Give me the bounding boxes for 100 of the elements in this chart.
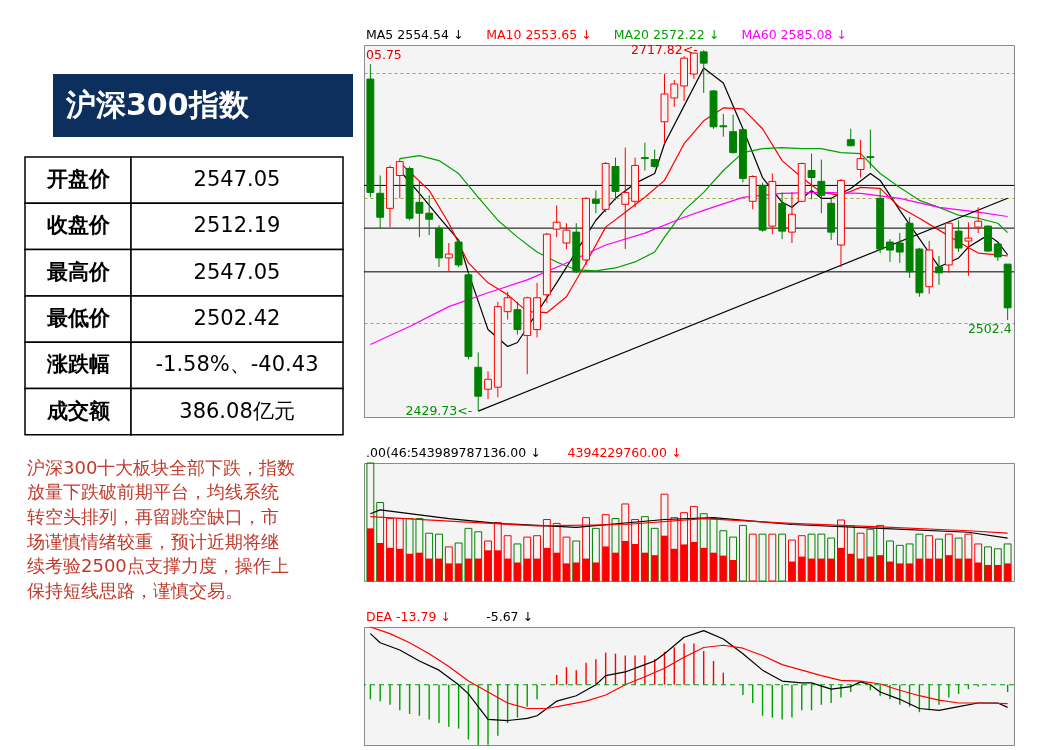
- category-label: 收盘价: [46, 213, 111, 238]
- candlestick: [974, 206, 983, 234]
- candlestick: [591, 189, 600, 214]
- bar: [866, 556, 874, 581]
- bar: [876, 555, 884, 581]
- bar: [513, 543, 522, 582]
- candlestick: [444, 242, 453, 273]
- candlestick: [807, 153, 816, 200]
- text: 转空头排列，再留跳空缺口，市: [27, 506, 279, 527]
- bar: [611, 518, 620, 582]
- category-label: 开盘价: [45, 167, 111, 192]
- category-label: 成交额: [45, 398, 111, 423]
- candlestick: [935, 255, 943, 286]
- category-label: 最低价: [45, 306, 111, 331]
- text: 沪深300指数: [65, 87, 250, 122]
- text: 2547.05: [193, 167, 281, 192]
- text: MA20 2572.22 ↓: [613, 27, 720, 42]
- bar: [896, 563, 904, 581]
- text: 放量下跌破前期平台，均线系统: [27, 481, 279, 503]
- bar: [435, 533, 443, 582]
- bar: [895, 544, 904, 582]
- candlestick: [954, 219, 963, 253]
- text: 4394229760.00 ↓: [567, 445, 682, 460]
- bar: [729, 560, 737, 581]
- bar: [406, 553, 414, 581]
- candlestick: [425, 194, 434, 236]
- bar: [729, 536, 738, 582]
- bar: [935, 538, 943, 582]
- bar: [993, 548, 1002, 582]
- bar: [1004, 563, 1012, 581]
- bar: [376, 543, 384, 581]
- text: 保持短线思路，谨慎交易。: [27, 579, 243, 601]
- annotation: 2717.82<-: [631, 42, 698, 58]
- text: 续考验2500点支撑力度，操作上: [27, 555, 289, 577]
- bar: [425, 558, 433, 581]
- annotation: 2502.4: [967, 321, 1012, 337]
- text: -1.58%、-40.43: [155, 352, 319, 377]
- bar: [710, 552, 717, 581]
- annotation: 2429.73<-: [405, 403, 473, 419]
- bar: [984, 546, 992, 582]
- bar: [425, 532, 434, 582]
- bar: [954, 537, 963, 582]
- text: -5.67 ↓: [486, 609, 533, 624]
- candlestick: [484, 370, 492, 400]
- candlestick: [886, 238, 894, 263]
- candlestick: [650, 149, 659, 169]
- bar: [886, 540, 894, 582]
- bar: [651, 555, 659, 581]
- bar: [415, 552, 423, 581]
- bar: [474, 558, 482, 581]
- text: 2512.19: [193, 213, 281, 238]
- series-label: DEA -13.79 ↓: [366, 609, 451, 624]
- text: 2547.05: [193, 259, 281, 284]
- text: 2502.42: [193, 306, 281, 331]
- candlestick: [699, 49, 708, 94]
- bar: [847, 553, 855, 581]
- bar: [827, 558, 835, 581]
- bar: [758, 533, 767, 582]
- bar: [915, 558, 923, 581]
- bar: [994, 564, 1002, 581]
- candlestick: [817, 159, 826, 214]
- bar: [778, 533, 787, 582]
- bar: [700, 547, 708, 581]
- bar: [808, 558, 815, 581]
- candlestick: [454, 239, 463, 268]
- text: MA5 2554.54 ↓: [366, 27, 464, 42]
- candlestick: [640, 142, 649, 171]
- text: MA60 2585.08 ↓: [741, 27, 847, 42]
- bar: [612, 552, 619, 581]
- bar: [474, 531, 483, 582]
- text: 场谨慎情绪较重，预计近期将继: [26, 530, 279, 552]
- bar: [591, 527, 600, 582]
- bar: [366, 528, 374, 581]
- candlestick: [895, 232, 904, 264]
- bar: [1003, 543, 1012, 582]
- candlestick: [866, 129, 875, 169]
- bar: [455, 563, 463, 581]
- bar: [592, 562, 600, 581]
- bar: [572, 562, 580, 581]
- category-label: 涨跌幅: [45, 352, 110, 377]
- bar: [955, 558, 963, 581]
- bar: [906, 563, 914, 581]
- bar: [827, 537, 836, 582]
- candlestick: [964, 221, 973, 277]
- text: .00(46:543989787136.00 ↓: [366, 445, 541, 460]
- candlestick: [788, 191, 796, 244]
- bar: [641, 552, 649, 581]
- candlestick: [376, 175, 385, 229]
- candlestick: [689, 52, 698, 80]
- text: MA10 2553.65 ↓: [486, 27, 592, 42]
- annotation: 05.75: [366, 47, 402, 62]
- bar: [738, 524, 747, 582]
- category-label: 最高价: [45, 259, 111, 284]
- bar: [514, 562, 521, 581]
- bar: [464, 558, 472, 581]
- text: 386.08亿元: [179, 398, 295, 423]
- candlestick: [513, 301, 522, 336]
- bar: [719, 555, 727, 581]
- bar: [817, 558, 825, 581]
- text: 沪深300十大板块全部下跌，指数: [27, 456, 296, 478]
